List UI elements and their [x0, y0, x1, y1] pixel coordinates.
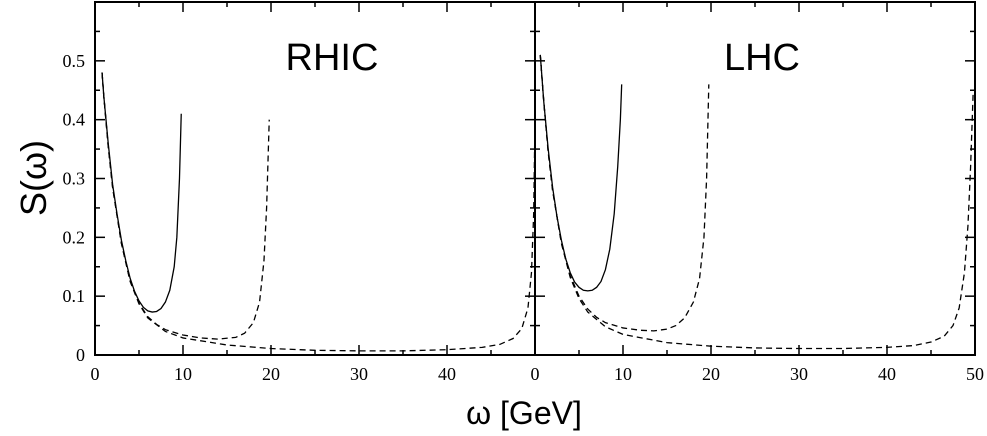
panel-rhic: RHIC — [94, 1, 536, 356]
lhc-curve-2 — [539, 54, 710, 332]
x-tick-label: 20 — [262, 364, 280, 384]
y-tick-label: 0.1 — [63, 286, 86, 306]
panel-rhic-title: RHIC — [286, 37, 379, 79]
panel-lhc-title: LHC — [724, 37, 800, 79]
lhc-curve-3 — [539, 54, 974, 350]
lhc-curve-1 — [539, 54, 623, 292]
x-tick-label: 10 — [174, 364, 192, 384]
y-axis-title: S(ω) — [13, 140, 54, 216]
x-tick-label: 0 — [531, 364, 540, 384]
panel-rhic-curves — [101, 72, 536, 352]
x-axis-title: ω [GeV] — [466, 395, 582, 431]
x-tick-label: 40 — [878, 364, 896, 384]
rhic-curve-3 — [101, 72, 536, 352]
y-tick-label: 0.3 — [63, 169, 86, 189]
y-tick-labels: 0 0.1 0.2 0.3 0.4 0.5 — [63, 51, 86, 365]
x-tick-label: 50 — [966, 364, 984, 384]
panel-lhc: LHC — [534, 1, 976, 356]
y-tick-label: 0.4 — [63, 110, 86, 130]
rhic-curve-2 — [101, 72, 270, 340]
x-tick-label: 0 — [91, 364, 100, 384]
x-tick-label: 30 — [790, 364, 808, 384]
y-tick-label: 0.2 — [63, 227, 86, 247]
x-tick-label: 20 — [702, 364, 720, 384]
y-tick-label: 0.5 — [63, 51, 86, 71]
x-tick-label: 10 — [614, 364, 632, 384]
x-tick-labels: 0 10 20 30 40 0 10 20 30 40 50 — [91, 364, 985, 384]
x-tick-label: 30 — [350, 364, 368, 384]
y-tick-label: 0 — [76, 345, 85, 365]
panel-lhc-curves — [539, 54, 974, 350]
x-tick-label: 40 — [438, 364, 456, 384]
